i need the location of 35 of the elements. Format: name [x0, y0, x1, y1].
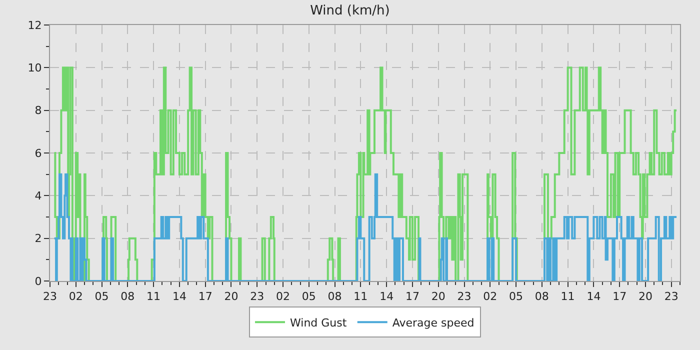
y-tick-label: 2: [34, 232, 42, 246]
x-tick-label: 20: [638, 290, 652, 304]
x-tick-label: 11: [560, 290, 575, 304]
x-tick-label: 02: [68, 290, 83, 304]
x-tick-label: 23: [250, 290, 264, 304]
x-tick-label: 11: [146, 290, 161, 304]
x-tick-label: 11: [354, 290, 368, 304]
x-tick-label: 17: [405, 290, 420, 304]
x-tick-label: 14: [380, 290, 394, 304]
x-tick-label: 20: [431, 290, 446, 304]
x-tick-label: 20: [224, 290, 238, 304]
y-tick-label: 12: [28, 18, 42, 32]
x-tick-label: 23: [664, 290, 678, 304]
x-tick-label: 17: [612, 290, 627, 304]
legend-label: Wind Gust: [290, 316, 348, 330]
y-tick-label: 8: [34, 104, 42, 118]
y-tick-label: 6: [34, 146, 42, 160]
x-tick-label: 05: [509, 290, 524, 304]
x-tick-label: 17: [198, 290, 212, 304]
x-tick-label: 14: [172, 290, 186, 304]
x-tick-label: 14: [586, 290, 601, 304]
x-tick-label: 23: [43, 290, 57, 304]
x-tick-label: 08: [120, 290, 135, 304]
chart-title: Wind (km/h): [310, 3, 390, 18]
x-tick-label: 08: [328, 290, 342, 304]
y-tick-label: 4: [34, 190, 42, 203]
x-tick-label: 05: [94, 290, 109, 304]
x-tick-label: 23: [457, 290, 472, 304]
x-tick-label: 02: [276, 290, 290, 304]
x-tick-label: 08: [534, 290, 549, 304]
y-tick-label: 0: [34, 274, 42, 288]
x-tick-label: 02: [483, 290, 498, 304]
legend-label: Average speed: [392, 316, 474, 330]
y-tick-label: 10: [28, 62, 42, 75]
x-tick-label: 05: [302, 290, 316, 304]
